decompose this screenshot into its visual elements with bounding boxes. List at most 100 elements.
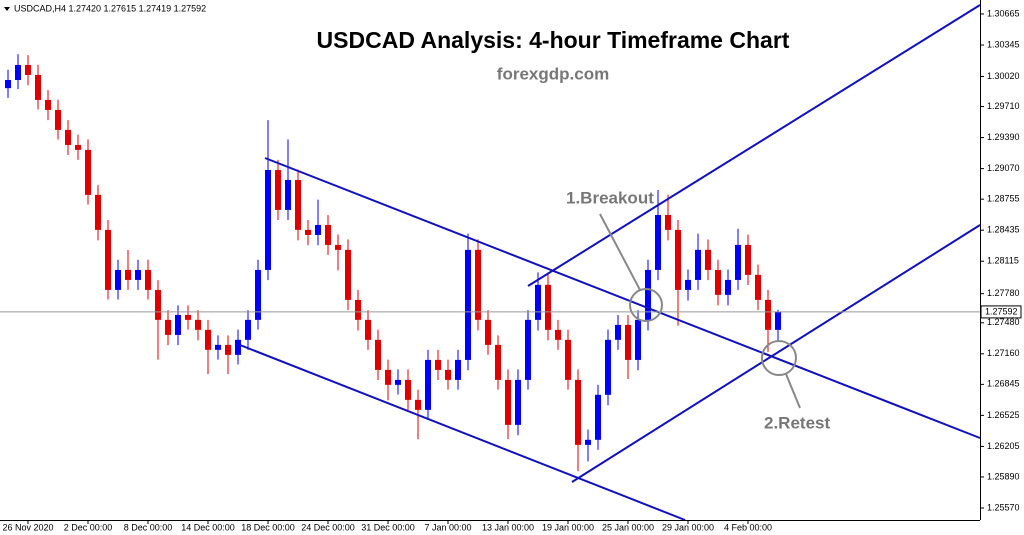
x-tick-label: 25 Jan 00:00 <box>602 522 654 532</box>
candle-body <box>245 319 251 340</box>
candle-body <box>345 249 351 300</box>
x-tick-label: 26 Nov 2020 <box>2 522 53 532</box>
menu-arrow <box>4 7 10 11</box>
candle-body <box>225 344 231 355</box>
candle-body <box>705 249 711 270</box>
candle-body <box>135 269 141 280</box>
candle-body <box>25 64 31 75</box>
candle-body <box>55 109 61 130</box>
x-tick-label: 24 Dec 00:00 <box>301 522 355 532</box>
y-tick-label: 1.29710 <box>987 101 1020 111</box>
candle-body <box>475 249 481 320</box>
candle-body <box>625 324 631 360</box>
candle-body <box>195 319 201 330</box>
candle-body <box>775 311 781 330</box>
candle-body <box>695 249 701 280</box>
y-tick-label: 1.29070 <box>987 163 1020 173</box>
candle-body <box>355 299 361 320</box>
chart-header: USDCAD,H4 1.27420 1.27615 1.27419 1.2759… <box>14 3 206 13</box>
candle-body <box>185 314 191 320</box>
last-price-label: 1.27592 <box>985 306 1018 316</box>
y-tick-label: 1.26525 <box>987 410 1020 420</box>
candle-body <box>465 249 471 360</box>
candle-body <box>485 319 491 345</box>
chart-subtitle: forexgdp.com <box>497 64 609 83</box>
chart-title: USDCAD Analysis: 4-hour Timeframe Chart <box>317 27 790 53</box>
candle-body <box>285 179 291 210</box>
candle-body <box>95 194 101 230</box>
candle-body <box>615 324 621 340</box>
x-tick-label: 2 Dec 00:00 <box>64 522 113 532</box>
candle-body <box>105 229 111 290</box>
candle-body <box>725 279 731 295</box>
candle-body <box>385 369 391 385</box>
candle-body <box>635 319 641 360</box>
candle-body <box>525 319 531 380</box>
candle-body <box>85 149 91 195</box>
candle-body <box>745 244 751 275</box>
candle-body <box>65 129 71 145</box>
retest-circle <box>761 340 797 376</box>
candle-body <box>265 169 271 270</box>
candle-body <box>5 79 11 89</box>
breakout-circle <box>629 288 663 322</box>
candle-body <box>595 394 601 440</box>
x-tick-label: 7 Jan 00:00 <box>424 522 471 532</box>
candle-body <box>145 269 151 290</box>
y-tick-label: 1.27480 <box>987 317 1020 327</box>
candle-body <box>115 269 121 290</box>
x-tick-label: 19 Jan 00:00 <box>542 522 594 532</box>
y-tick-label: 1.25890 <box>987 471 1020 481</box>
candle-body <box>455 359 461 380</box>
candle-body <box>425 359 431 410</box>
candle-body <box>165 319 171 335</box>
candle-body <box>205 329 211 350</box>
candle-body <box>735 244 741 280</box>
candle-body <box>325 224 331 245</box>
y-tick-label: 1.26845 <box>987 379 1020 389</box>
annotation: 2.Retest <box>764 413 830 432</box>
candle-body <box>175 314 181 335</box>
trendline <box>239 344 686 521</box>
candle-body <box>665 214 671 230</box>
candle-body <box>35 74 41 100</box>
candle-body <box>605 339 611 395</box>
y-tick-label: 1.30345 <box>987 39 1020 49</box>
y-tick-label: 1.28115 <box>987 256 1019 266</box>
candle-body <box>405 379 411 400</box>
x-tick-label: 13 Jan 00:00 <box>482 522 534 532</box>
trendline <box>264 157 981 439</box>
y-tick-label: 1.26205 <box>987 441 1020 451</box>
candle-body <box>235 339 241 355</box>
candle-body <box>435 359 441 370</box>
candle-body <box>15 64 21 80</box>
y-tick-label: 1.27780 <box>987 288 1020 298</box>
candle-body <box>755 274 761 300</box>
candle-body <box>415 399 421 410</box>
candle-body <box>315 224 321 235</box>
candle-body <box>275 169 281 210</box>
candle-body <box>255 269 261 320</box>
x-tick-label: 18 Dec 00:00 <box>241 522 295 532</box>
last-price-box <box>980 305 1022 319</box>
y-tick-label: 1.27160 <box>987 348 1020 358</box>
candle-body <box>445 369 451 380</box>
candle-body <box>75 144 81 150</box>
y-tick-label: 1.29390 <box>987 132 1020 142</box>
candle-body <box>375 339 381 370</box>
candle-body <box>335 244 341 250</box>
y-tick-label: 1.30020 <box>987 71 1020 81</box>
x-tick-label: 8 Dec 00:00 <box>124 522 173 532</box>
candle-body <box>575 379 581 445</box>
candle-body <box>125 269 131 280</box>
y-tick-label: 1.28755 <box>987 194 1020 204</box>
annotation: 1.Breakout <box>566 188 654 207</box>
x-tick-label: 31 Dec 00:00 <box>361 522 415 532</box>
trendline <box>527 4 981 287</box>
candle-body <box>515 379 521 425</box>
candle-body <box>545 284 551 330</box>
y-tick-label: 1.25570 <box>987 502 1020 512</box>
candle-body <box>215 344 221 350</box>
candle-body <box>295 179 301 230</box>
